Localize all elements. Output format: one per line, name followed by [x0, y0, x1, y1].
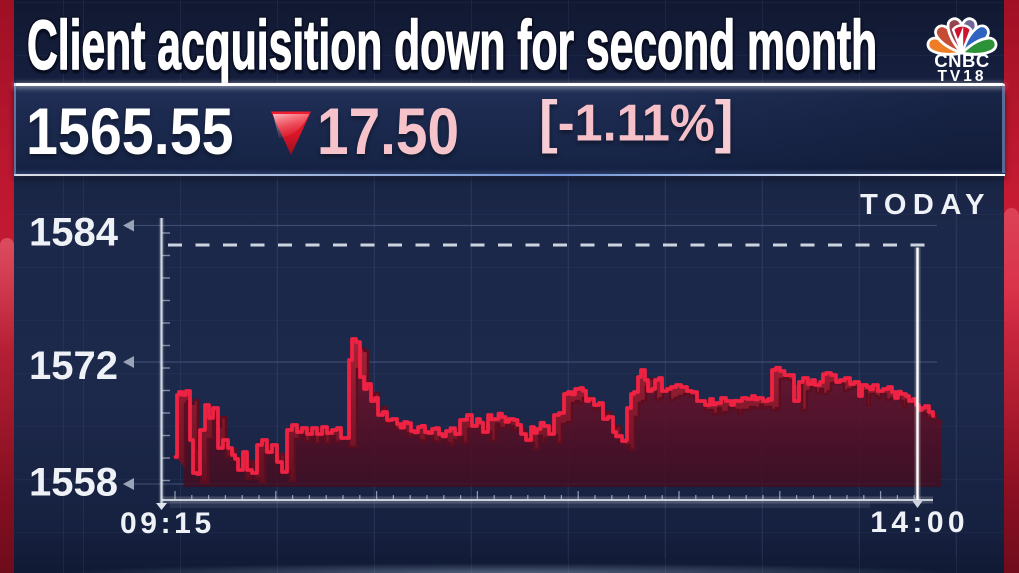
svg-text:1572: 1572 — [29, 344, 118, 388]
svg-text:TV18: TV18 — [937, 68, 986, 84]
svg-text:09:15: 09:15 — [120, 507, 215, 540]
svg-text:14:00: 14:00 — [870, 506, 969, 539]
svg-text:TODAY: TODAY — [860, 189, 991, 221]
svg-text:1558: 1558 — [29, 461, 118, 505]
svg-text:1584: 1584 — [29, 211, 119, 255]
svg-text:CNBC: CNBC — [934, 50, 989, 71]
